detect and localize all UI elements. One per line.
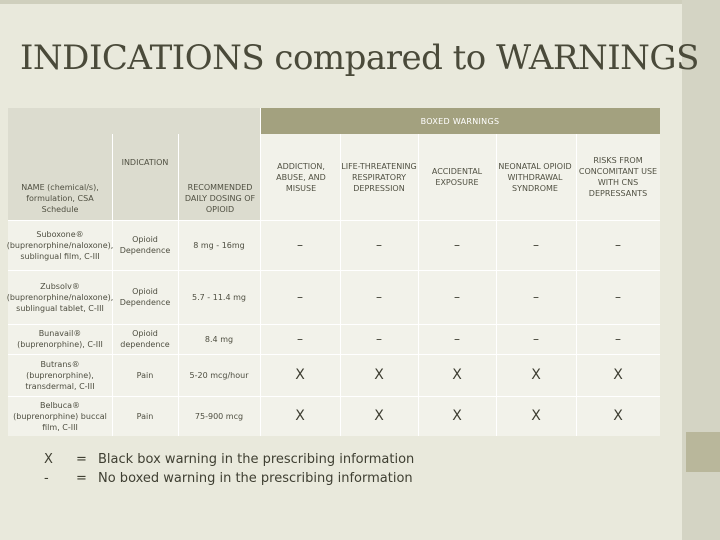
row-4-mark-cns: X (613, 366, 623, 383)
legend: X = Black box warning in the prescribing… (44, 450, 414, 488)
grid-line (178, 134, 179, 436)
row-1-mark-addiction: – (297, 237, 303, 252)
row-5-name: Belbuca® (buprenorphine) buccal film, C-… (13, 400, 107, 432)
row-4-mark-accidental: X (452, 366, 462, 383)
row-5-mark-respiratory: X (374, 407, 384, 424)
top-stripe (0, 0, 682, 4)
row-2-mark-cns: – (615, 289, 621, 304)
row-3-mark-neonatal: – (533, 331, 539, 346)
header-warning-2: LIFE-THREATENING RESPIRATORY DEPRESSION (341, 161, 417, 193)
slide-title: INDICATIONS compared to WARNINGS (20, 38, 699, 78)
row-3-name: Bunavail® (buprenorphine), C-III (17, 329, 103, 349)
legend-symbol: X (44, 452, 53, 467)
legend-text: Black box warning in the prescribing inf… (98, 452, 415, 467)
row-2-mark-respiratory: – (376, 289, 382, 304)
row-1-dosing: 8 mg - 16mg (193, 240, 245, 250)
row-3-mark-respiratory: – (376, 331, 382, 346)
grid-line (8, 396, 660, 397)
grid-line (112, 134, 113, 436)
row-4-name: Butrans® (buprenorphine), transdermal, C… (25, 359, 95, 391)
row-5-mark-addiction: X (295, 407, 305, 424)
grid-line (576, 134, 577, 436)
row-4-dosing: 5-20 mcg/hour (189, 370, 249, 380)
grid-line (260, 108, 261, 436)
row-3-mark-cns: – (615, 331, 621, 346)
row-2-name: Zubsolv® (buprenorphine/naloxone), subli… (6, 281, 114, 313)
decorative-accent-block (686, 432, 720, 472)
header-warning-5: RISKS FROM CONCOMITANT USE WITH CNS DEPR… (578, 156, 658, 198)
grid-line (8, 354, 660, 355)
row-2-mark-addiction: – (297, 289, 303, 304)
row-3-mark-addiction: – (297, 331, 303, 346)
row-2-mark-neonatal: – (533, 289, 539, 304)
row-4-indication: Pain (136, 370, 154, 380)
row-2-dosing: 5.7 - 11.4 mg (192, 292, 246, 302)
grid-line (8, 270, 660, 271)
grid-line (496, 134, 497, 436)
legend-equals: = (76, 471, 87, 486)
legend-row-no-boxed: - = No boxed warning in the prescribing … (44, 469, 414, 488)
grid-line (8, 220, 660, 221)
row-4-mark-respiratory: X (374, 366, 384, 383)
legend-symbol: - (44, 471, 49, 486)
legend-text: No boxed warning in the prescribing info… (98, 471, 413, 486)
grid-line (340, 134, 341, 436)
row-1-indication: Opioid Dependence (119, 235, 171, 255)
row-1-name: Suboxone® (buprenorphine/naloxone), subl… (6, 229, 114, 261)
row-3-indication: Opioid dependence (120, 329, 170, 349)
row-5-dosing: 75-900 mcg (194, 411, 244, 421)
row-5-mark-accidental: X (452, 407, 462, 424)
header-warning-1: ADDICTION, ABUSE, AND MISUSE (276, 161, 326, 193)
grid-line (8, 324, 660, 325)
legend-row-boxed: X = Black box warning in the prescribing… (44, 450, 414, 469)
row-5-mark-cns: X (613, 407, 623, 424)
row-3-dosing: 8.4 mg (204, 334, 234, 344)
legend-equals: = (76, 452, 87, 467)
row-1-mark-cns: – (615, 237, 621, 252)
header-name: NAME (chemical/s), formulation, CSA Sche… (21, 182, 99, 214)
row-5-mark-neonatal: X (531, 407, 541, 424)
row-2-indication: Opioid Dependence (119, 287, 171, 307)
header-dosing: RECOMMENDED DAILY DOSING OF OPIOID (184, 182, 256, 214)
header-warning-3: ACCIDENTAL EXPOSURE (431, 167, 483, 187)
row-5-indication: Pain (136, 411, 154, 421)
row-3-mark-accidental: – (454, 331, 460, 346)
header-warning-4: NEONATAL OPIOID WITHDRAWAL SYNDROME (498, 161, 572, 193)
row-1-mark-neonatal: – (533, 237, 539, 252)
row-4-mark-neonatal: X (531, 366, 541, 383)
row-4-mark-addiction: X (295, 366, 305, 383)
decorative-side-bar (682, 0, 720, 540)
row-2-mark-accidental: – (454, 289, 460, 304)
row-1-mark-accidental: – (454, 237, 460, 252)
header-indication: INDICATION (121, 157, 169, 167)
row-1-mark-respiratory: – (376, 237, 382, 252)
grid-line (418, 134, 419, 436)
boxed-warnings-header: BOXED WARNINGS (260, 108, 660, 134)
table-header-left-block (8, 108, 260, 220)
